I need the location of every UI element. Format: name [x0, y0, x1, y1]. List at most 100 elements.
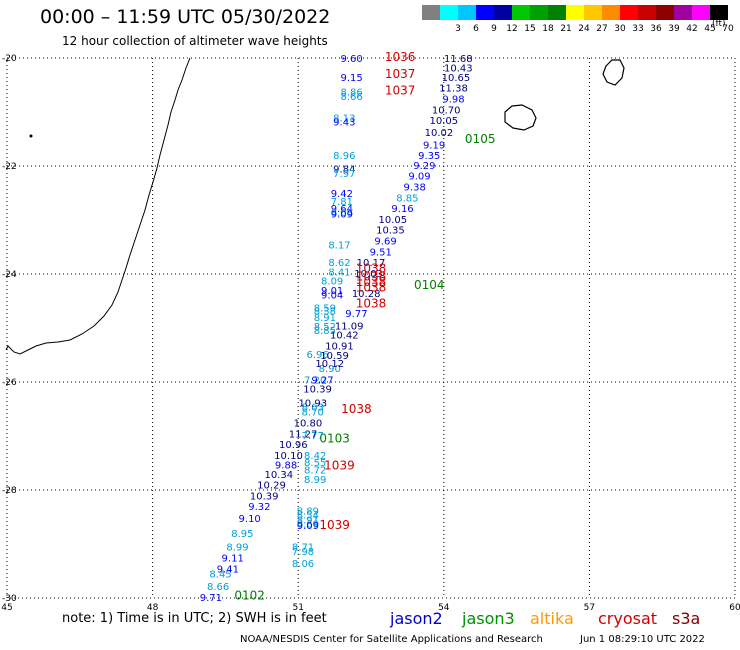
legend-swatch [458, 5, 476, 20]
lon-tick-label: 48 [147, 603, 159, 613]
reunion-island [504, 104, 537, 131]
lon-tick-label: 54 [438, 603, 450, 613]
wave-height-value: 8.68 [331, 208, 353, 219]
wave-height-value: 10.34 [264, 470, 293, 481]
legend-label: 27 [596, 24, 608, 34]
chart-title: 00:00 – 11:59 UTC 05/30/2022 [40, 6, 331, 28]
wave-height-value: 8.66 [340, 92, 362, 103]
pass-number: 0105 [465, 132, 496, 146]
mauritius-island [602, 59, 625, 86]
legend-label: 21 [560, 24, 572, 34]
wave-height-value: 10.70 [432, 105, 461, 116]
wave-height-value: 9.88 [275, 461, 297, 472]
legend-swatch [494, 5, 512, 20]
legend-label: 30 [614, 24, 626, 34]
wave-height-value: 8.52 [314, 322, 336, 333]
wave-height-value: 8.90 [319, 364, 341, 375]
legend-swatch [656, 5, 674, 20]
wave-height-value: 10.39 [250, 491, 279, 502]
wave-height-value: 8.91 [314, 313, 336, 324]
wave-height-value: 6.96 [306, 350, 328, 361]
wave-height-value: 10.05 [429, 116, 458, 127]
wave-height-value: 9.42 [331, 189, 353, 200]
legend-swatch [566, 5, 584, 20]
legend-swatch [530, 5, 548, 20]
wave-height-value: 9.10 [239, 514, 261, 525]
wave-height-value: 11.68 [444, 54, 473, 65]
wave-height-value: 8.91 [297, 516, 319, 527]
wave-height-value: 9.16 [391, 204, 413, 215]
wave-height-value: 10.35 [376, 226, 405, 237]
wave-height-value: 10.17 [357, 258, 386, 269]
lat-tick-label: -28 [2, 486, 17, 496]
legend-swatch [548, 5, 566, 20]
wave-height-value: 10.03 [354, 269, 383, 280]
wave-height-value: 10.05 [379, 215, 408, 226]
lat-tick-label: -26 [2, 378, 17, 388]
lat-tick-label: -24 [2, 270, 17, 280]
legend-label: 15 [524, 24, 536, 34]
wave-height-value: 8.95 [231, 529, 253, 540]
credit-text: NOAA/NESDIS Center for Satellite Applica… [240, 634, 543, 645]
wave-height-observations: 9.609.158.868.668.139.438.969.847.979.42… [200, 54, 473, 604]
wave-height-value: 7.97 [333, 169, 355, 180]
map-grid [6, 57, 736, 599]
wave-height-value: 8.09 [321, 276, 343, 287]
legend-swatch [602, 5, 620, 20]
map-frame [6, 57, 736, 599]
wave-height-value: 9.29 [413, 161, 435, 172]
wave-height-value: 9.09 [408, 172, 430, 183]
wave-height-value: 8.72 [304, 465, 326, 476]
pass-number: 0102 [234, 588, 265, 602]
wave-height-value: 9.41 [217, 564, 239, 575]
wave-height-value: 10.10 [274, 451, 303, 462]
madagascar-coastline [5, 57, 191, 355]
wave-height-value: 8.59 [314, 303, 336, 314]
legend-swatch [512, 5, 530, 20]
wave-height-value: 9.64 [331, 204, 353, 215]
pass-number: 1038 [356, 297, 387, 311]
legend-label: 9 [491, 24, 497, 34]
wave-height-value: 9.09 [297, 521, 319, 532]
wave-height-value: 8.17 [328, 240, 350, 251]
legend-label: 33 [632, 24, 644, 34]
wave-height-value: 10.12 [315, 359, 344, 370]
legend-label: 39 [668, 24, 680, 34]
wave-height-value: 9.98 [442, 95, 464, 106]
wave-height-value: 8.06 [292, 559, 314, 570]
generated-timestamp: Jun 1 08:29:10 UTC 2022 [580, 634, 705, 645]
pass-number: 1037 [385, 83, 416, 97]
legend-label: 45 [704, 24, 716, 34]
pass-number: 1036 [385, 50, 416, 64]
wave-height-value: 9.84 [333, 165, 355, 176]
wave-height-value: 9.19 [423, 140, 445, 151]
wave-height-value: 8.96 [333, 151, 355, 162]
wave-height-value: 7.77 [302, 431, 324, 442]
pass-number: 1038 [356, 275, 387, 289]
wave-height-value: 8.86 [340, 87, 362, 98]
legend-label: 42 [686, 24, 698, 34]
wave-height-value: 8.71 [292, 543, 314, 554]
wave-height-value: 9.04 [321, 291, 343, 302]
wave-height-value: 10.91 [325, 341, 354, 352]
wave-height-value: 9.27 [311, 375, 333, 386]
legend-swatch [638, 5, 656, 20]
wave-height-value: 10.65 [442, 73, 471, 84]
lon-tick-label: 51 [292, 603, 303, 613]
wave-height-value: 8.89 [297, 507, 319, 518]
wave-height-value: 9.71 [200, 593, 222, 604]
wave-height-value: 8.66 [207, 582, 229, 593]
wave-height-value: 7.20 [304, 375, 326, 386]
wave-height-value: 8.69 [297, 519, 319, 530]
pass-number: 1039 [319, 518, 350, 532]
wave-height-value: 8.62 [328, 258, 350, 269]
legend-swatch [440, 5, 458, 20]
wave-height-value: 11.38 [439, 84, 468, 95]
wave-height-value: 9.32 [248, 502, 270, 513]
wave-height-value: 10.80 [294, 419, 323, 430]
legend-label: 70 [722, 24, 734, 34]
wave-height-value: 9.77 [345, 309, 367, 320]
pass-number: 1038 [356, 270, 387, 284]
wave-height-value: 7.98 [292, 547, 314, 558]
note-text: note: 1) Time is in UTC; 2) SWH is in fe… [62, 611, 327, 626]
